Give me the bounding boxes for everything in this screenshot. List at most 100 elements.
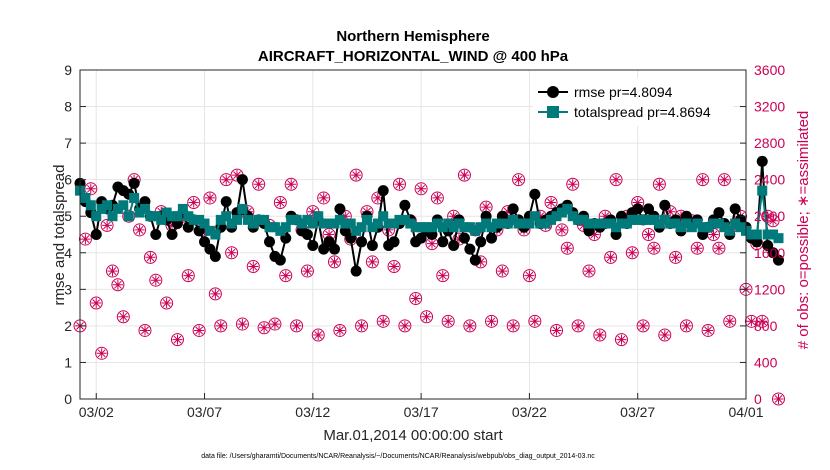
- totalspread-point: [502, 218, 513, 229]
- obs-possible-marker: [690, 241, 704, 255]
- obs-assimilated-marker: [486, 316, 497, 327]
- y-right-tick-label: 800: [754, 318, 778, 334]
- rmse-point: [729, 203, 741, 215]
- chart-subtitle: AIRCRAFT_HORIZONTAL_WIND @ 400 hPa: [258, 48, 569, 65]
- obs-assimilated-marker: [459, 170, 470, 181]
- obs-assimilated-marker: [551, 325, 562, 336]
- obs-assimilated-marker: [329, 256, 340, 267]
- obs-possible-marker: [317, 191, 331, 205]
- obs-possible-marker: [89, 296, 103, 310]
- totalspread-point: [611, 222, 622, 233]
- obs-assimilated-marker: [134, 224, 145, 235]
- obs-possible-marker: [181, 269, 195, 283]
- totalspread-point: [659, 214, 670, 225]
- totalspread-point: [519, 218, 529, 229]
- totalspread-point: [302, 214, 313, 225]
- obs-possible-marker: [614, 333, 628, 347]
- obs-assimilated-marker: [724, 316, 735, 327]
- y-left-tick-label: 6: [64, 172, 72, 188]
- obs-assimilated-marker: [394, 179, 405, 190]
- obs-assimilated-marker: [432, 192, 443, 203]
- rmse-point: [529, 188, 541, 200]
- totalspread-point: [383, 218, 394, 229]
- obs-assimilated-marker: [594, 330, 605, 340]
- totalspread-point: [156, 214, 167, 225]
- totalspread-point: [264, 222, 275, 233]
- obs-possible-marker: [555, 223, 569, 237]
- obs-possible-marker: [652, 177, 666, 191]
- obs-assimilated-marker: [632, 197, 643, 208]
- obs-possible-marker: [485, 314, 499, 328]
- y-right-tick-label: 1600: [754, 245, 785, 261]
- totalspread-point: [215, 214, 226, 225]
- obs-assimilated-marker: [161, 298, 172, 308]
- totalspread-point: [129, 192, 140, 203]
- rmse-point: [632, 203, 644, 215]
- obs-assimilated-marker: [670, 252, 681, 263]
- obs-assimilated-marker: [307, 206, 318, 217]
- rmse-point: [356, 236, 368, 248]
- obs-assimilated-marker: [150, 275, 161, 286]
- obs-possible-marker: [116, 310, 130, 324]
- rmse-point: [448, 239, 460, 251]
- obs-assimilated-marker: [535, 211, 546, 222]
- totalspread-point: [627, 214, 638, 225]
- obs-assimilated-marker: [410, 293, 421, 304]
- rmse-point: [486, 232, 498, 244]
- totalspread-point: [361, 214, 372, 225]
- legend-box: [533, 78, 733, 126]
- totalspread-point: [600, 218, 611, 229]
- obs-possible-marker: [658, 328, 672, 342]
- obs-assimilated-marker: [713, 243, 724, 254]
- totalspread-point: [632, 214, 643, 225]
- obs-possible-marker: [420, 310, 434, 324]
- totalspread-point: [470, 225, 481, 236]
- obs-assimilated-marker: [584, 266, 594, 277]
- totalspread-point: [96, 203, 107, 214]
- obs-assimilated-marker: [513, 174, 524, 185]
- totalspread-point: [454, 218, 465, 229]
- obs-possible-marker: [436, 269, 450, 283]
- y-right-tick-label: 400: [754, 354, 778, 370]
- totalspread-point: [269, 222, 280, 233]
- x-tick-label: 03/27: [620, 404, 655, 420]
- totalspread-point: [426, 222, 437, 233]
- obs-assimilated-marker: [85, 183, 96, 194]
- legend-rmse-label: rmse pr=4.8094: [574, 84, 673, 100]
- totalspread-point: [443, 218, 454, 229]
- obs-possible-marker: [506, 319, 520, 333]
- obs-possible-marker: [327, 255, 341, 269]
- totalspread-point: [724, 225, 735, 236]
- obs-possible-marker: [170, 333, 184, 347]
- totalspread-point: [253, 214, 264, 225]
- totalspread-point: [535, 218, 546, 229]
- totalspread-point: [643, 214, 654, 225]
- plot-frame: [79, 69, 747, 400]
- totalspread-point: [508, 214, 519, 225]
- obs-assimilated-marker: [107, 266, 118, 277]
- obs-assimilated-marker: [643, 229, 654, 240]
- totalspread-point: [551, 211, 562, 222]
- totalspread-point: [464, 222, 475, 233]
- legend-rmse-marker: [547, 86, 559, 98]
- obs-assimilated-marker: [448, 211, 459, 222]
- totalspread-point: [291, 214, 302, 225]
- obs-possible-marker: [203, 191, 217, 205]
- totalspread-point: [367, 222, 378, 233]
- rmse-point: [209, 250, 221, 262]
- totalspread-point: [562, 203, 573, 214]
- totalspread-point: [161, 207, 172, 218]
- totalspread-point: [676, 222, 687, 233]
- totalspread-point: [172, 211, 183, 222]
- obs-assimilated-marker: [649, 243, 659, 254]
- totalspread-point: [286, 214, 297, 225]
- totalspread-point: [275, 225, 286, 236]
- totalspread-point: [686, 222, 697, 233]
- obs-assimilated-marker: [611, 174, 621, 185]
- obs-possible-marker: [365, 255, 379, 269]
- x-tick-label: 03/02: [79, 404, 114, 420]
- totalspread-point: [556, 207, 567, 218]
- obs-assimilated-marker: [719, 174, 730, 185]
- totalspread-point: [589, 218, 600, 229]
